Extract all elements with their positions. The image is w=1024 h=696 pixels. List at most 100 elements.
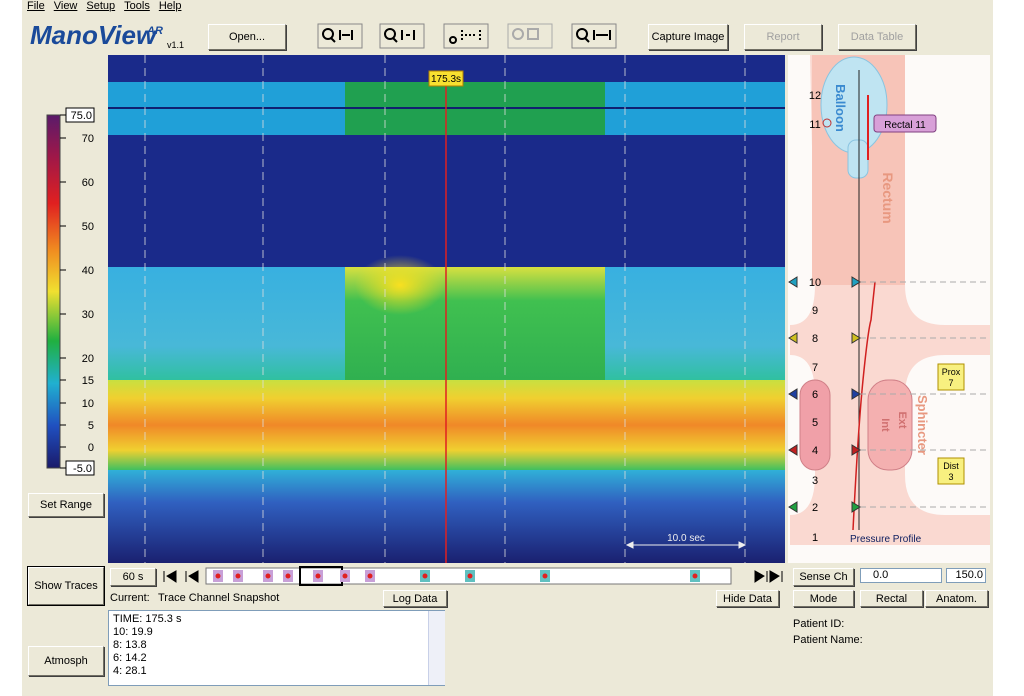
color-tick-label: -5.0 (73, 463, 92, 475)
color-tick-label: 5 (88, 420, 94, 432)
sensor-marker (788, 388, 798, 400)
data-line: 4: 28.1 (113, 665, 147, 677)
prox-number: 7 (948, 378, 953, 388)
patient-name: Patient Name: (793, 634, 863, 646)
data-line: 10: 19.9 (113, 626, 153, 638)
cursor-label (428, 70, 464, 87)
ext-label: Ext (896, 411, 908, 428)
scrollbar[interactable] (428, 611, 445, 685)
mode-button[interactable]: Mode (793, 590, 854, 607)
int-label: Int (879, 418, 891, 432)
sensor-number: 9 (812, 305, 818, 317)
capture-button[interactable]: Capture Image (648, 24, 728, 50)
timeline (163, 566, 783, 586)
sensor-marker (851, 501, 861, 513)
profile-label: Pressure Profile (850, 534, 922, 545)
log-data-button[interactable]: Log Data (383, 590, 447, 607)
sensor-marker (788, 444, 798, 456)
current-label: Current: (110, 592, 150, 604)
menu-item[interactable]: File (27, 0, 45, 12)
color-tick-label: 15 (82, 375, 94, 387)
sensor-marker (788, 332, 798, 344)
sensor-dot (822, 118, 832, 128)
data-text-area[interactable]: TIME: 175.3 s 10: 19.9 8: 13.8 6: 14.2 4: 28… (108, 610, 445, 686)
logo-suffix: AR (146, 25, 163, 37)
event-dot (422, 573, 428, 579)
cursor-time: 175.3s (431, 74, 461, 85)
hide-data-button[interactable]: Hide Data (716, 590, 779, 607)
sensor-marker (788, 501, 798, 513)
sensor-number: 2 (812, 502, 818, 514)
window-button[interactable]: 60 s (110, 568, 156, 586)
report-button[interactable]: Report (744, 24, 822, 50)
scale-bar: 10.0 sec (667, 533, 705, 544)
logo-name: ManoView (30, 20, 158, 50)
sense-ch-button[interactable]: Sense Ch (793, 568, 854, 586)
data-line: 6: 14.2 (113, 652, 147, 664)
event-dot (235, 573, 241, 579)
event-dot (342, 573, 348, 579)
menu-item[interactable]: Setup (86, 0, 116, 12)
color-tick-label: 50 (82, 221, 94, 233)
set-range-button[interactable]: Set Range (28, 493, 104, 517)
event-dot (215, 573, 221, 579)
sphincter-label: Sphincter (915, 395, 930, 455)
sensor-number: 7 (812, 362, 818, 374)
anatom-button[interactable]: Anatom. (925, 590, 988, 607)
show-traces-button[interactable]: Show Traces (27, 566, 105, 606)
menu-item[interactable]: View (53, 0, 78, 12)
color-tick-label: 70 (82, 133, 94, 145)
data-table-button[interactable]: Data Table (838, 24, 916, 50)
current-value: Trace Channel Snapshot (158, 592, 280, 604)
sensor-number: 1 (812, 532, 818, 544)
event-dot (315, 573, 321, 579)
prox-label: Prox (942, 367, 961, 377)
menu-item[interactable]: Tools (124, 0, 150, 12)
event-dot (285, 573, 291, 579)
menu-item[interactable]: Help (158, 0, 182, 12)
zoom-icons (317, 23, 617, 49)
event-dot (367, 573, 373, 579)
max-input[interactable]: 150.0 (946, 568, 986, 583)
open-button[interactable]: Open... (208, 24, 286, 50)
dist-label: Dist (943, 461, 959, 471)
event-dot (265, 573, 271, 579)
dist-number: 3 (948, 472, 953, 482)
zoom-button[interactable] (507, 23, 553, 49)
color-tick-box (65, 460, 95, 476)
sensor-number: 3 (812, 475, 818, 487)
data-line: 8: 13.8 (113, 639, 147, 651)
event-dot (692, 573, 698, 579)
color-tick-label: 20 (82, 353, 94, 365)
color-tick-label: 0 (88, 442, 94, 454)
sensor-marker (851, 444, 861, 456)
sensor-number: 8 (812, 333, 818, 345)
sensor-number: 6 (812, 389, 818, 401)
rectal-button[interactable]: Rectal (860, 590, 923, 607)
zoom-button[interactable] (379, 23, 425, 49)
color-tick-box (65, 107, 95, 123)
sensor-number: 10 (809, 277, 821, 289)
color-bar (46, 114, 61, 469)
patient-id: Patient ID: (793, 618, 845, 630)
rectum-label: Rectum (880, 172, 896, 223)
sensor-number: 11 (809, 119, 820, 131)
data-line: TIME: 175.3 s (113, 613, 182, 625)
logo: ManoView AR v1.1 (30, 20, 184, 50)
heatmap: 175.3s 10.0 sec (108, 55, 785, 563)
event-dot (542, 573, 548, 579)
event-dot (467, 573, 473, 579)
logo-version: v1.1 (167, 40, 184, 50)
color-tick-label: 60 (82, 177, 94, 189)
rectal-label: Rectal 11 (884, 120, 926, 131)
atmosph-button[interactable]: Atmosph (28, 646, 104, 676)
sensor-number: 4 (812, 445, 818, 457)
sensor-marker (788, 276, 798, 288)
color-tick-label: 75.0 (71, 110, 92, 122)
sensor-marker (851, 388, 861, 400)
color-tick-label: 30 (82, 309, 94, 321)
min-input[interactable]: 0.0 (860, 568, 942, 583)
